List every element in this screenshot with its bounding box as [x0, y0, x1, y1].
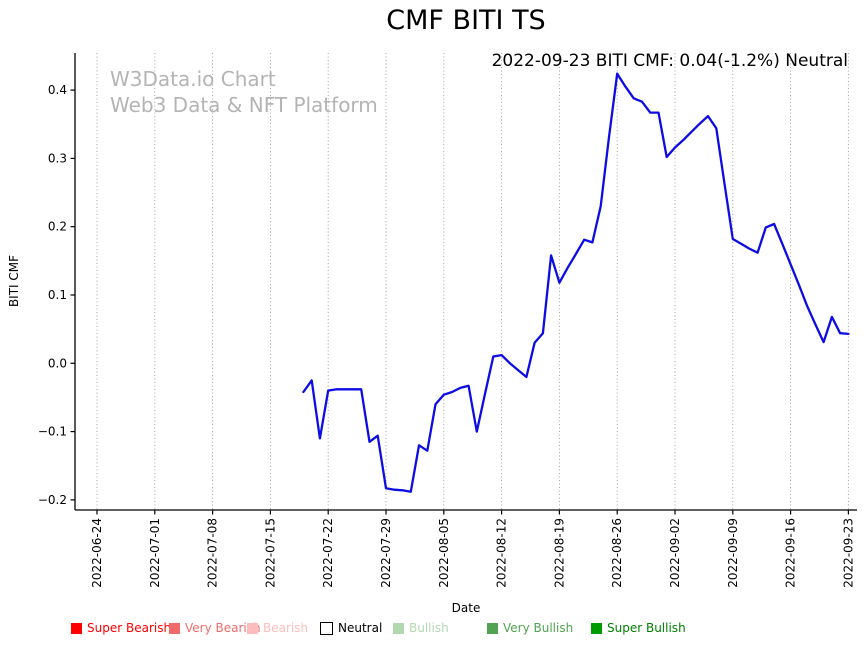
chart-title: CMF BITI TS [386, 5, 546, 36]
x-axis-label: Date [451, 601, 481, 615]
x-tick-label: 2022-06-24 [90, 518, 104, 588]
y-tick-label: 0.3 [48, 151, 67, 165]
y-tick-label: 0.1 [48, 288, 67, 302]
legend-item: Bearish [247, 621, 308, 636]
watermark-line-1: W3Data.io Chart [110, 67, 276, 91]
legend-item: Super Bearish [71, 621, 171, 636]
legend-label: Very Bullish [503, 621, 574, 635]
legend-item: Super Bullish [591, 621, 686, 636]
legend-swatch [591, 623, 602, 634]
legend-label: Neutral [338, 621, 383, 635]
legend-label: Bearish [263, 621, 309, 635]
legend-label: Super Bullish [607, 621, 686, 635]
legend-swatch [247, 623, 258, 634]
x-tick-label: 2022-07-29 [379, 518, 393, 588]
legend-swatch [71, 623, 82, 634]
x-tick-label: 2022-08-05 [437, 518, 451, 588]
legend-label: Very Bearish [185, 621, 261, 635]
legend-item: Very Bullish [487, 621, 573, 636]
x-tick-label: 2022-09-23 [841, 518, 855, 588]
y-tick-label: 0.2 [48, 220, 67, 234]
legend-swatch [320, 622, 333, 635]
x-tick-label: 2022-07-15 [263, 518, 277, 588]
x-tick-label: 2022-07-22 [321, 518, 335, 588]
x-tick-label: 2022-08-19 [552, 518, 566, 588]
x-tick-label: 2022-08-12 [495, 518, 509, 588]
legend-label: Bullish [409, 621, 449, 635]
y-tick-label: −0.2 [38, 493, 67, 507]
latest-value-annotation: 2022-09-23 BITI CMF: 0.04(-1.2%) Neutral [491, 51, 848, 71]
x-tick-label: 2022-07-08 [206, 518, 220, 588]
x-tick-label: 2022-09-16 [784, 518, 798, 588]
x-tick-label: 2022-08-26 [610, 518, 624, 588]
legend-label: Super Bearish [87, 621, 172, 635]
watermark-line-2: Web3 Data & NFT Platform [110, 93, 378, 117]
legend-item: Neutral [320, 621, 382, 636]
series-line [302, 72, 850, 493]
legend: Super Bearish Very Bearish Bearish Neutral B… [0, 621, 864, 639]
y-axis-label: BITI CMF [7, 254, 21, 308]
legend-swatch [487, 623, 498, 634]
x-tick-label: 2022-09-02 [668, 518, 682, 588]
y-tick-label: 0.4 [48, 83, 67, 97]
legend-item: Bullish [393, 621, 449, 636]
x-tick-label: 2022-07-01 [148, 518, 162, 588]
y-tick-label: −0.1 [38, 425, 67, 439]
y-tick-label: 0.0 [48, 356, 67, 370]
legend-swatch [393, 623, 404, 634]
legend-item: Very Bearish [169, 621, 261, 636]
legend-swatch [169, 623, 180, 634]
x-tick-label: 2022-09-09 [726, 518, 740, 588]
